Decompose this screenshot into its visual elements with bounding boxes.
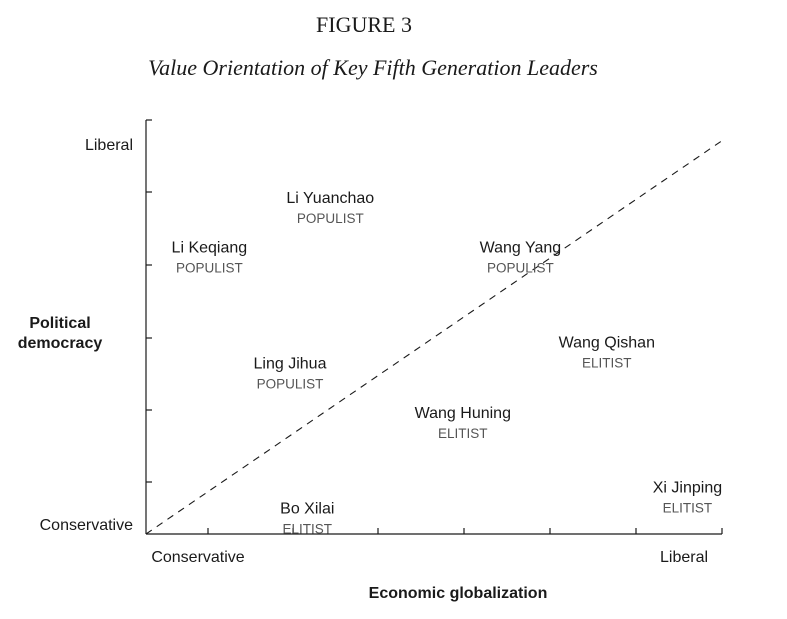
point-type-label: POPULIST — [257, 376, 324, 391]
point-name-label: Wang Huning — [415, 405, 511, 422]
point-type-label: ELITIST — [663, 501, 713, 516]
point-ling-jihua: Ling Jihua POPULIST — [254, 355, 327, 391]
point-type-label: POPULIST — [297, 211, 364, 226]
axes — [145, 119, 723, 535]
point-name-label: Li Keqiang — [172, 239, 248, 256]
point-name-label: Wang Qishan — [559, 335, 655, 352]
point-li-yuanchao: Li Yuanchao POPULIST — [286, 190, 374, 226]
y-axis-label-line: democracy — [18, 335, 103, 352]
point-wang-yang: Wang Yang POPULIST — [480, 239, 562, 275]
chart-title: Value Orientation of Key Fifth Generatio… — [148, 55, 598, 80]
point-type-label: POPULIST — [176, 260, 243, 275]
point-type-label: ELITIST — [438, 426, 488, 441]
point-name-label: Ling Jihua — [254, 355, 327, 372]
figure-label: FIGURE 3 — [316, 12, 412, 37]
y-tick-label-low: Conservative — [40, 517, 133, 534]
point-wang-qishan: Wang Qishan ELITIST — [559, 335, 655, 371]
point-type-label: ELITIST — [283, 521, 333, 536]
point-wang-huning: Wang Huning ELITIST — [415, 405, 511, 441]
y-axis-label: Political democracy — [18, 315, 103, 352]
point-bo-xilai: Bo Xilai ELITIST — [280, 500, 334, 536]
point-xi-jinping: Xi Jinping ELITIST — [653, 480, 722, 516]
x-tick-label-high: Liberal — [660, 549, 708, 566]
point-name-label: Xi Jinping — [653, 480, 722, 497]
point-type-label: ELITIST — [582, 356, 632, 371]
point-name-label: Li Yuanchao — [286, 190, 374, 207]
x-tick-label-low: Conservative — [151, 549, 244, 566]
point-name-label: Bo Xilai — [280, 500, 334, 517]
y-axis-label-line: Political — [29, 315, 90, 332]
x-axis-label: Economic globalization — [369, 585, 548, 602]
y-tick-label-high: Liberal — [85, 137, 133, 154]
point-type-label: POPULIST — [487, 260, 554, 275]
point-li-keqiang: Li Keqiang POPULIST — [172, 239, 248, 275]
point-name-label: Wang Yang — [480, 239, 562, 256]
